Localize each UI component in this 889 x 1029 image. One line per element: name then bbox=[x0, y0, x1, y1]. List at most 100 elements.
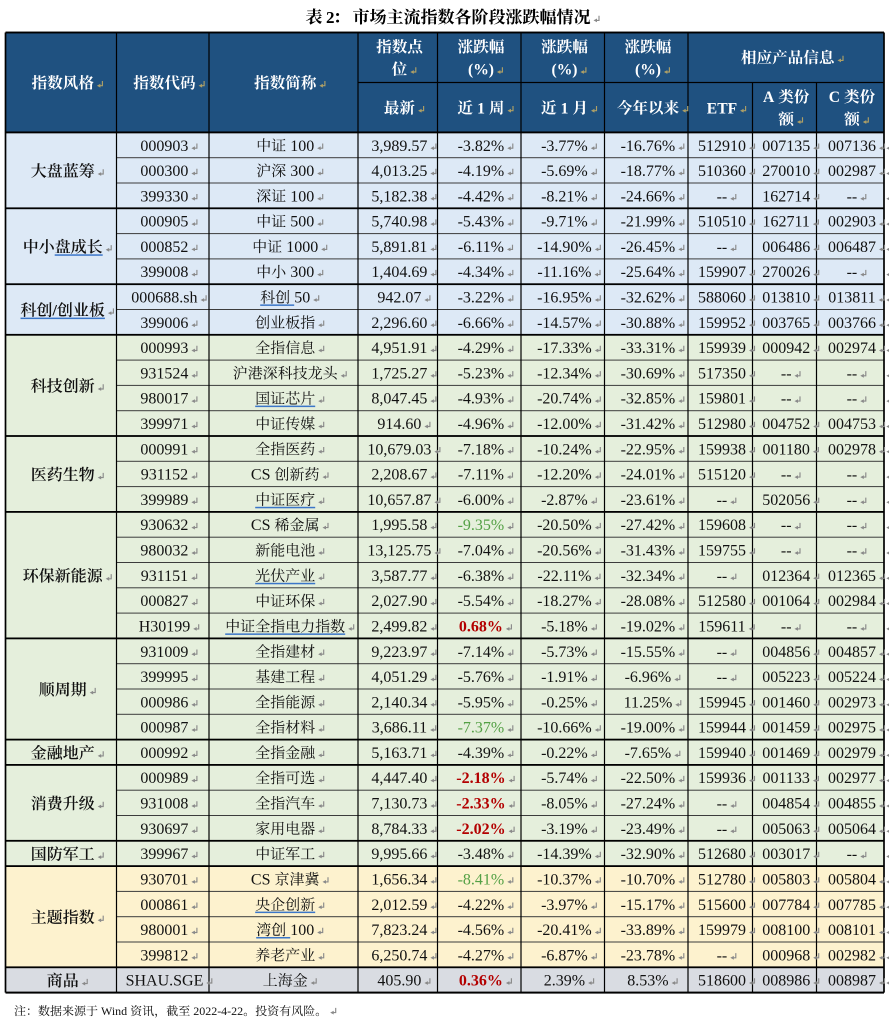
svg-text:-7.18%: -7.18% bbox=[458, 441, 505, 458]
svg-text:-7.04%: -7.04% bbox=[458, 543, 505, 560]
svg-text:002982: 002982 bbox=[828, 947, 876, 964]
svg-text:159979: 159979 bbox=[698, 922, 746, 939]
svg-text:C: C bbox=[829, 89, 840, 106]
svg-text:-5.73%: -5.73% bbox=[541, 644, 588, 661]
svg-text:270010: 270010 bbox=[762, 163, 810, 180]
svg-text:--: -- bbox=[847, 492, 858, 509]
svg-text:100: 100 bbox=[290, 922, 314, 939]
svg-text:--: -- bbox=[847, 188, 858, 205]
svg-text:5,740.98: 5,740.98 bbox=[371, 214, 427, 231]
svg-text:159945: 159945 bbox=[698, 694, 746, 711]
svg-text:5,182.38: 5,182.38 bbox=[371, 188, 427, 205]
svg-text:9,223.97: 9,223.97 bbox=[371, 644, 427, 661]
svg-text:-20.74%: -20.74% bbox=[537, 391, 592, 408]
svg-text:-6.66%: -6.66% bbox=[458, 315, 505, 332]
svg-text:002903: 002903 bbox=[828, 214, 876, 231]
svg-text:-5.43%: -5.43% bbox=[458, 214, 505, 231]
svg-text:980032: 980032 bbox=[140, 543, 188, 560]
svg-text:1: 1 bbox=[561, 100, 569, 117]
svg-text:50: 50 bbox=[294, 290, 310, 307]
svg-text:002975: 002975 bbox=[828, 720, 876, 737]
svg-text:-22.95%: -22.95% bbox=[621, 441, 676, 458]
svg-text:-19.02%: -19.02% bbox=[621, 619, 676, 636]
svg-text:005063: 005063 bbox=[762, 821, 810, 838]
svg-text:399812: 399812 bbox=[140, 947, 188, 964]
svg-text:001064: 001064 bbox=[762, 593, 810, 610]
svg-text:931008: 931008 bbox=[140, 796, 188, 813]
svg-text:002977: 002977 bbox=[828, 770, 876, 787]
svg-text:300: 300 bbox=[290, 163, 314, 180]
svg-text:-0.22%: -0.22% bbox=[541, 745, 588, 762]
svg-text:-27.42%: -27.42% bbox=[621, 517, 676, 534]
svg-text:-25.64%: -25.64% bbox=[621, 264, 676, 281]
svg-text:1,404.69: 1,404.69 bbox=[371, 264, 427, 281]
svg-text:-32.90%: -32.90% bbox=[621, 846, 676, 863]
svg-text:-10.70%: -10.70% bbox=[621, 872, 676, 889]
svg-text:000986: 000986 bbox=[140, 694, 188, 711]
svg-text:-7.65%: -7.65% bbox=[625, 745, 672, 762]
svg-text:-5.76%: -5.76% bbox=[458, 669, 505, 686]
svg-text:ETF: ETF bbox=[707, 100, 737, 117]
svg-text:-32.85%: -32.85% bbox=[621, 391, 676, 408]
svg-text:-31.43%: -31.43% bbox=[621, 543, 676, 560]
svg-text:-27.24%: -27.24% bbox=[621, 796, 676, 813]
svg-text:--: -- bbox=[781, 365, 792, 382]
svg-text:007784: 007784 bbox=[762, 897, 810, 914]
svg-text:--: -- bbox=[847, 467, 858, 484]
svg-text:001460: 001460 bbox=[762, 694, 810, 711]
svg-text:-4.42%: -4.42% bbox=[458, 188, 505, 205]
svg-text:931009: 931009 bbox=[140, 644, 188, 661]
svg-text:-4.22%: -4.22% bbox=[458, 897, 505, 914]
svg-text:930701: 930701 bbox=[140, 872, 188, 889]
svg-text:008101: 008101 bbox=[828, 922, 876, 939]
svg-text:-9.35%: -9.35% bbox=[458, 517, 505, 534]
svg-text:/: / bbox=[52, 303, 58, 320]
svg-text:399967: 399967 bbox=[140, 846, 188, 863]
svg-text:008987: 008987 bbox=[828, 973, 876, 990]
svg-text:--: -- bbox=[717, 644, 728, 661]
svg-text:-4.19%: -4.19% bbox=[458, 163, 505, 180]
svg-text:000903: 000903 bbox=[140, 138, 188, 155]
svg-text:7,130.73: 7,130.73 bbox=[371, 796, 427, 813]
svg-text:11.25%: 11.25% bbox=[624, 694, 673, 711]
svg-text:001180: 001180 bbox=[763, 441, 810, 458]
svg-text:-23.78%: -23.78% bbox=[621, 947, 676, 964]
svg-text:004856: 004856 bbox=[762, 644, 810, 661]
svg-text:3,989.57: 3,989.57 bbox=[371, 138, 427, 155]
svg-text:13,125.75: 13,125.75 bbox=[367, 543, 431, 560]
svg-text:000992: 000992 bbox=[140, 745, 188, 762]
svg-text:-5.54%: -5.54% bbox=[458, 593, 505, 610]
svg-text:159936: 159936 bbox=[698, 770, 746, 787]
svg-text:(%): (%) bbox=[552, 62, 578, 79]
svg-text:10,657.87: 10,657.87 bbox=[367, 492, 431, 509]
svg-text:-22.50%: -22.50% bbox=[621, 770, 676, 787]
svg-text:-8.05%: -8.05% bbox=[541, 796, 588, 813]
svg-text:--: -- bbox=[781, 517, 792, 534]
svg-text:-3.82%: -3.82% bbox=[458, 138, 505, 155]
svg-text:-3.19%: -3.19% bbox=[541, 821, 588, 838]
svg-text:-7.37%: -7.37% bbox=[458, 720, 505, 737]
svg-text:000989: 000989 bbox=[140, 770, 188, 787]
svg-text:000300: 000300 bbox=[140, 163, 188, 180]
svg-text:159952: 159952 bbox=[698, 315, 746, 332]
svg-text:000991: 000991 bbox=[140, 441, 188, 458]
svg-text:4,051.29: 4,051.29 bbox=[371, 669, 427, 686]
svg-text:-16.76%: -16.76% bbox=[621, 138, 676, 155]
svg-text:-32.34%: -32.34% bbox=[621, 568, 676, 585]
svg-text:-10.37%: -10.37% bbox=[537, 872, 592, 889]
svg-text:2,499.82: 2,499.82 bbox=[371, 619, 427, 636]
svg-text:006487: 006487 bbox=[828, 239, 876, 256]
svg-text:-11.16%: -11.16% bbox=[537, 264, 591, 281]
svg-text:--: -- bbox=[847, 391, 858, 408]
svg-text:-5.69%: -5.69% bbox=[541, 163, 588, 180]
svg-text:-23.49%: -23.49% bbox=[621, 821, 676, 838]
svg-text:--: -- bbox=[847, 365, 858, 382]
svg-text:399006: 399006 bbox=[140, 315, 188, 332]
svg-text:001459: 001459 bbox=[762, 720, 810, 737]
svg-text:-21.99%: -21.99% bbox=[621, 214, 676, 231]
svg-text:-4.56%: -4.56% bbox=[458, 922, 505, 939]
svg-text:-5.23%: -5.23% bbox=[458, 365, 505, 382]
svg-text:H30199: H30199 bbox=[139, 619, 191, 636]
svg-text:-31.42%: -31.42% bbox=[621, 416, 676, 433]
svg-text:-12.00%: -12.00% bbox=[537, 416, 592, 433]
